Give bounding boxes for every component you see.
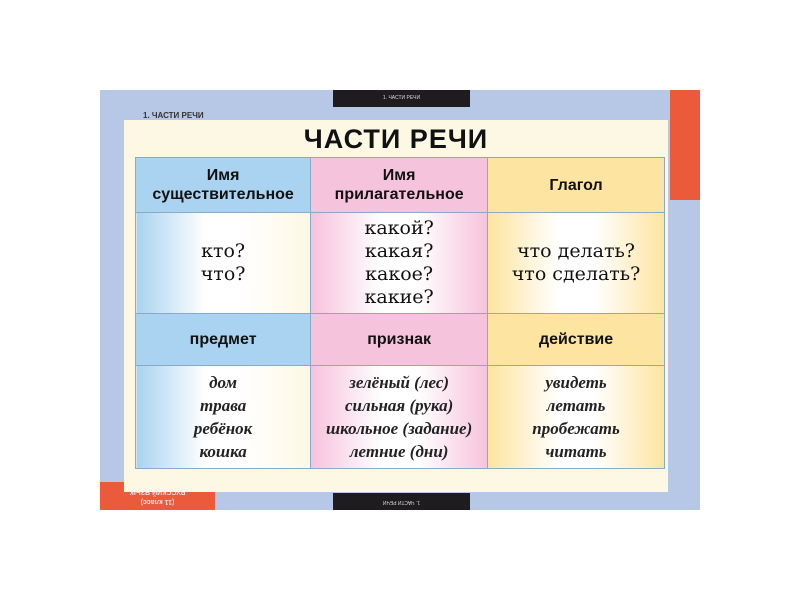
parts-of-speech-table: Имя существительное Имя прилагательное Гла… [134,157,665,469]
examples-row: дом трава ребёнок кошка зелёный (лес) сильна… [134,365,665,469]
questions-verb: что делать? что сделать? [487,212,665,314]
questions-noun: кто? что? [134,212,312,314]
page-title: ЧАСТИ РЕЧИ [303,124,489,154]
side-label-strip [670,90,700,200]
header-verb: Глагол [487,157,665,213]
corner-label: 1. ЧАСТИ РЕЧИ [143,111,204,120]
bottom-tab: 1. ЧАСТИ РЕЧИ [333,493,470,510]
header-row: Имя существительное Имя прилагательное Гла… [134,157,665,213]
questions-adjective: какой? какая? какое? какие? [310,212,489,314]
questions-row: кто? что? какой? какая? какое? какие? что де… [134,212,665,314]
top-tab: 1. ЧАСТИ РЕЧИ [333,90,470,107]
badge-grade: (11 класс) [140,498,175,505]
examples-noun: дом трава ребёнок кошка [134,365,312,469]
meaning-row: предмет признак действие [134,313,665,366]
meaning-adjective: признак [310,313,489,366]
header-noun: Имя существительное [134,157,312,213]
header-adjective: Имя прилагательное [310,157,489,213]
examples-adjective: зелёный (лес) сильная (рука) школьное (зад… [310,365,489,469]
meaning-noun: предмет [134,313,312,366]
meaning-verb: действие [487,313,665,366]
examples-verb: увидеть летать пробежать читать [487,365,665,469]
